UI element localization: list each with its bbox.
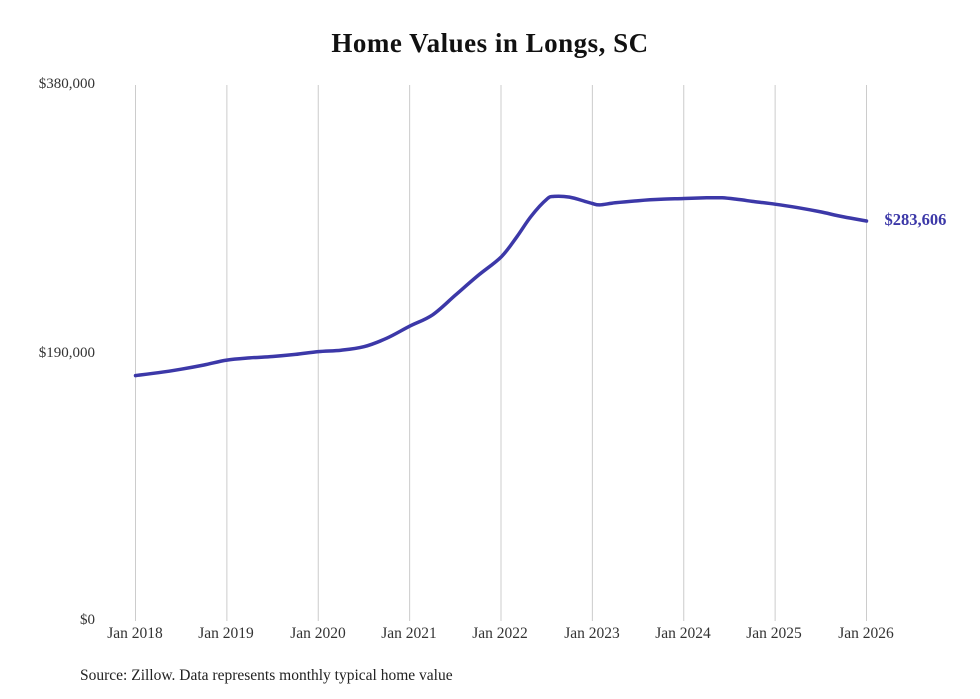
- x-axis-tick-jan-2024: Jan 2024: [655, 625, 711, 642]
- chart-title: Home Values in Longs, SC: [331, 28, 649, 58]
- y-axis-tick-380000: $380,000: [38, 76, 95, 92]
- x-axis-tick-jan-2023: Jan 2023: [564, 625, 620, 642]
- x-axis-tick-jan-2019: Jan 2019: [198, 625, 254, 642]
- home-value-line: [133, 194, 869, 378]
- x-axis-tick-jan-2020: Jan 2020: [290, 625, 346, 642]
- x-axis-tick-jan-2021: Jan 2021: [381, 625, 437, 642]
- x-axis-tick-jan-2025: Jan 2025: [746, 625, 802, 642]
- x-axis-tick-jan-2026: Jan 2026: [838, 625, 894, 642]
- x-axis-tick-jan-2018: Jan 2018: [107, 625, 163, 642]
- source-note: Source: Zillow. Data represents monthly …: [80, 667, 453, 684]
- vertical-gridlines: [135, 85, 867, 621]
- y-axis-tick-190000: $190,000: [38, 345, 95, 361]
- y-axis-tick-0: $0: [80, 612, 95, 628]
- x-axis-tick-jan-2022: Jan 2022: [472, 625, 528, 642]
- latest-value-label: $283,606: [884, 209, 947, 229]
